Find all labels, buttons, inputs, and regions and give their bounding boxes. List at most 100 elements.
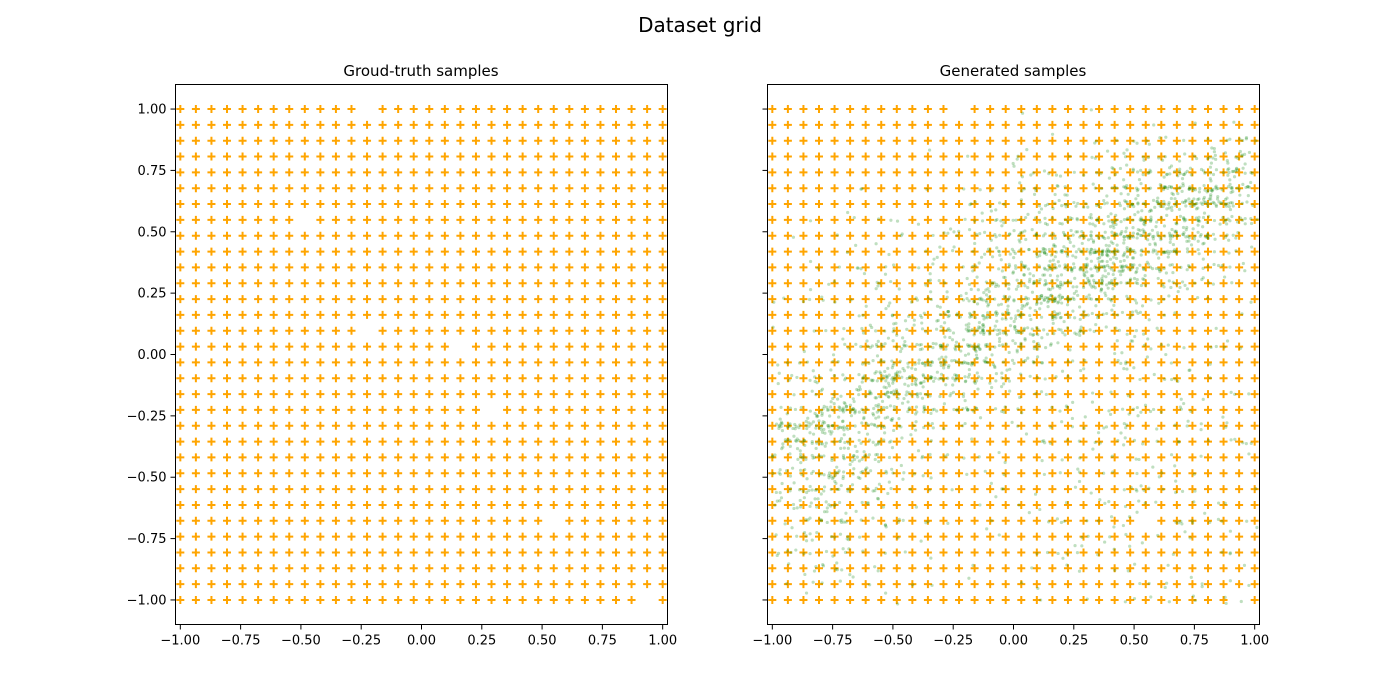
generated-point: [1122, 178, 1126, 182]
generated-point: [881, 424, 885, 428]
generated-point: [1056, 341, 1060, 345]
ground-truth-point: [471, 184, 480, 193]
generated-point: [1117, 201, 1122, 205]
ground-truth-point: [892, 437, 901, 446]
generated-point: [1000, 317, 1004, 321]
ground-truth-point: [611, 405, 620, 414]
ground-truth-point: [1204, 437, 1212, 446]
generated-point: [920, 347, 924, 351]
generated-point: [1136, 202, 1140, 206]
ground-truth-point: [923, 184, 932, 193]
ground-truth-point: [1235, 263, 1244, 272]
generated-point: [1091, 284, 1096, 288]
generated-point: [1149, 209, 1153, 213]
ground-truth-point: [643, 263, 652, 272]
generated-point: [1165, 172, 1169, 176]
ground-truth-point: [1141, 437, 1150, 446]
generated-point: [1153, 249, 1157, 253]
generated-point: [1138, 233, 1142, 237]
generated-point: [808, 431, 812, 435]
ground-truth-point: [409, 453, 418, 462]
generated-point: [1228, 178, 1232, 182]
ground-truth-point: [269, 500, 278, 509]
ground-truth-point: [347, 168, 356, 177]
ground-truth-point: [955, 437, 964, 446]
ground-truth-point: [409, 200, 418, 209]
ground-truth-point: [1032, 136, 1041, 145]
generated-point: [1107, 280, 1111, 285]
generated-point: [1007, 311, 1011, 316]
ground-truth-point: [503, 200, 512, 209]
generated-point: [819, 389, 823, 393]
generated-point: [1220, 550, 1224, 554]
generated-point: [1231, 190, 1235, 194]
ground-truth-point: [861, 310, 870, 319]
ground-truth-point: [815, 105, 824, 114]
generated-point: [863, 454, 867, 458]
generated-point: [1229, 190, 1233, 195]
generated-point: [1049, 342, 1053, 346]
ground-truth-point: [440, 136, 449, 145]
generated-point: [860, 362, 865, 366]
generated-point: [1105, 247, 1110, 251]
generated-point: [827, 425, 831, 429]
generated-point: [1033, 186, 1038, 190]
generated-point: [1072, 200, 1076, 205]
ground-truth-point: [1219, 516, 1228, 525]
ground-truth-point: [1172, 516, 1181, 525]
ground-truth-point: [331, 231, 340, 240]
generated-point: [811, 469, 815, 474]
generated-point: [1219, 201, 1223, 205]
generated-point: [987, 302, 991, 306]
generated-point: [887, 440, 892, 444]
generated-point: [1208, 520, 1212, 524]
generated-point: [931, 341, 935, 346]
ground-truth-point: [518, 358, 527, 367]
generated-point: [1126, 192, 1130, 196]
generated-point: [1015, 157, 1019, 161]
generated-point: [1205, 201, 1209, 206]
ground-truth-point: [549, 247, 558, 256]
generated-point: [1069, 228, 1073, 233]
generated-point: [1026, 285, 1030, 290]
generated-point: [1102, 202, 1107, 206]
ground-truth-point: [580, 500, 589, 509]
ground-truth-point: [378, 120, 387, 129]
generated-point: [1056, 260, 1060, 264]
ground-truth-point: [409, 469, 418, 478]
generated-point: [1234, 155, 1238, 159]
generated-point: [1165, 172, 1169, 177]
generated-point: [887, 395, 891, 399]
generated-point: [1162, 266, 1166, 271]
generated-point: [940, 343, 944, 347]
ground-truth-point: [580, 405, 589, 414]
generated-point: [927, 488, 932, 492]
generated-point: [1038, 250, 1042, 254]
ground-truth-point: [394, 215, 403, 224]
ground-truth-point: [456, 374, 465, 383]
ground-truth-point: [487, 469, 496, 478]
generated-point: [1073, 544, 1077, 548]
ground-truth-point: [580, 200, 589, 209]
ground-truth-point: [1048, 326, 1057, 335]
generated-point: [1119, 273, 1123, 277]
generated-point: [966, 408, 970, 412]
generated-point: [1080, 544, 1084, 548]
ground-truth-point: [1063, 548, 1072, 557]
ground-truth-point: [846, 215, 855, 224]
generated-point: [1240, 312, 1244, 316]
ground-truth-point: [471, 200, 480, 209]
ground-truth-point: [409, 295, 418, 304]
generated-point: [1109, 240, 1113, 244]
generated-point: [813, 411, 817, 416]
generated-point: [912, 472, 917, 476]
ground-truth-point: [658, 390, 667, 399]
ground-truth-point: [363, 120, 372, 129]
x-tick-label: 0.75: [1180, 634, 1209, 649]
ground-truth-point: [830, 374, 839, 383]
generated-point: [1048, 273, 1052, 277]
generated-point: [1058, 284, 1062, 288]
generated-point: [804, 423, 809, 427]
ground-truth-point: [611, 358, 620, 367]
generated-point: [1124, 226, 1129, 230]
